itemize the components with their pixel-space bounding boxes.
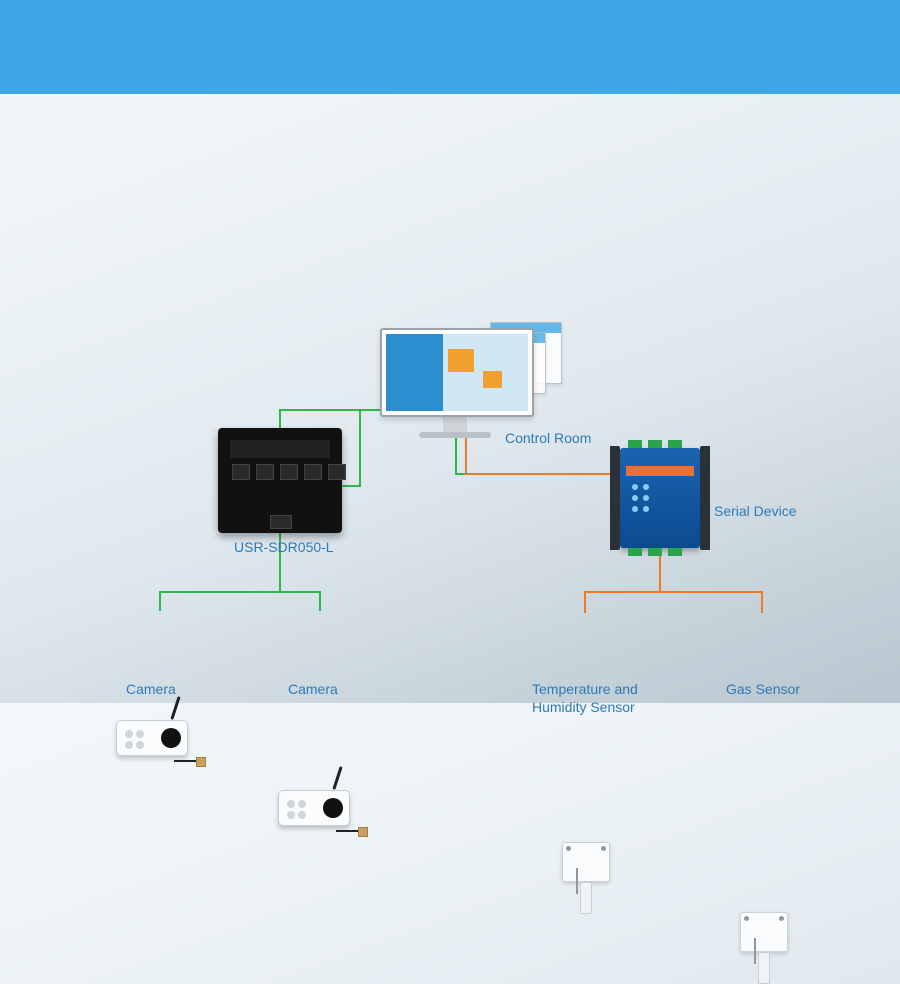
top-banner: [0, 0, 900, 94]
temp-sensor-label: Temperature and Humidity Sensor: [532, 680, 638, 716]
gas-sensor-label: Gas Sensor: [726, 680, 800, 698]
camera-1-label: Camera: [126, 680, 176, 698]
serial-device: [620, 448, 700, 548]
serial-device-label: Serial Device: [714, 502, 796, 520]
monitor-icon: [380, 328, 530, 438]
camera-1: [116, 704, 206, 774]
camera-2-label: Camera: [288, 680, 338, 698]
switch-label: USR-SDR050-L: [234, 538, 334, 556]
camera-2: [278, 774, 368, 844]
control-room-node: [380, 328, 530, 438]
temp-humidity-sensor: [562, 842, 608, 912]
gas-sensor: [740, 912, 786, 982]
control-room-label: Control Room: [505, 429, 591, 447]
ethernet-switch: [218, 428, 342, 533]
